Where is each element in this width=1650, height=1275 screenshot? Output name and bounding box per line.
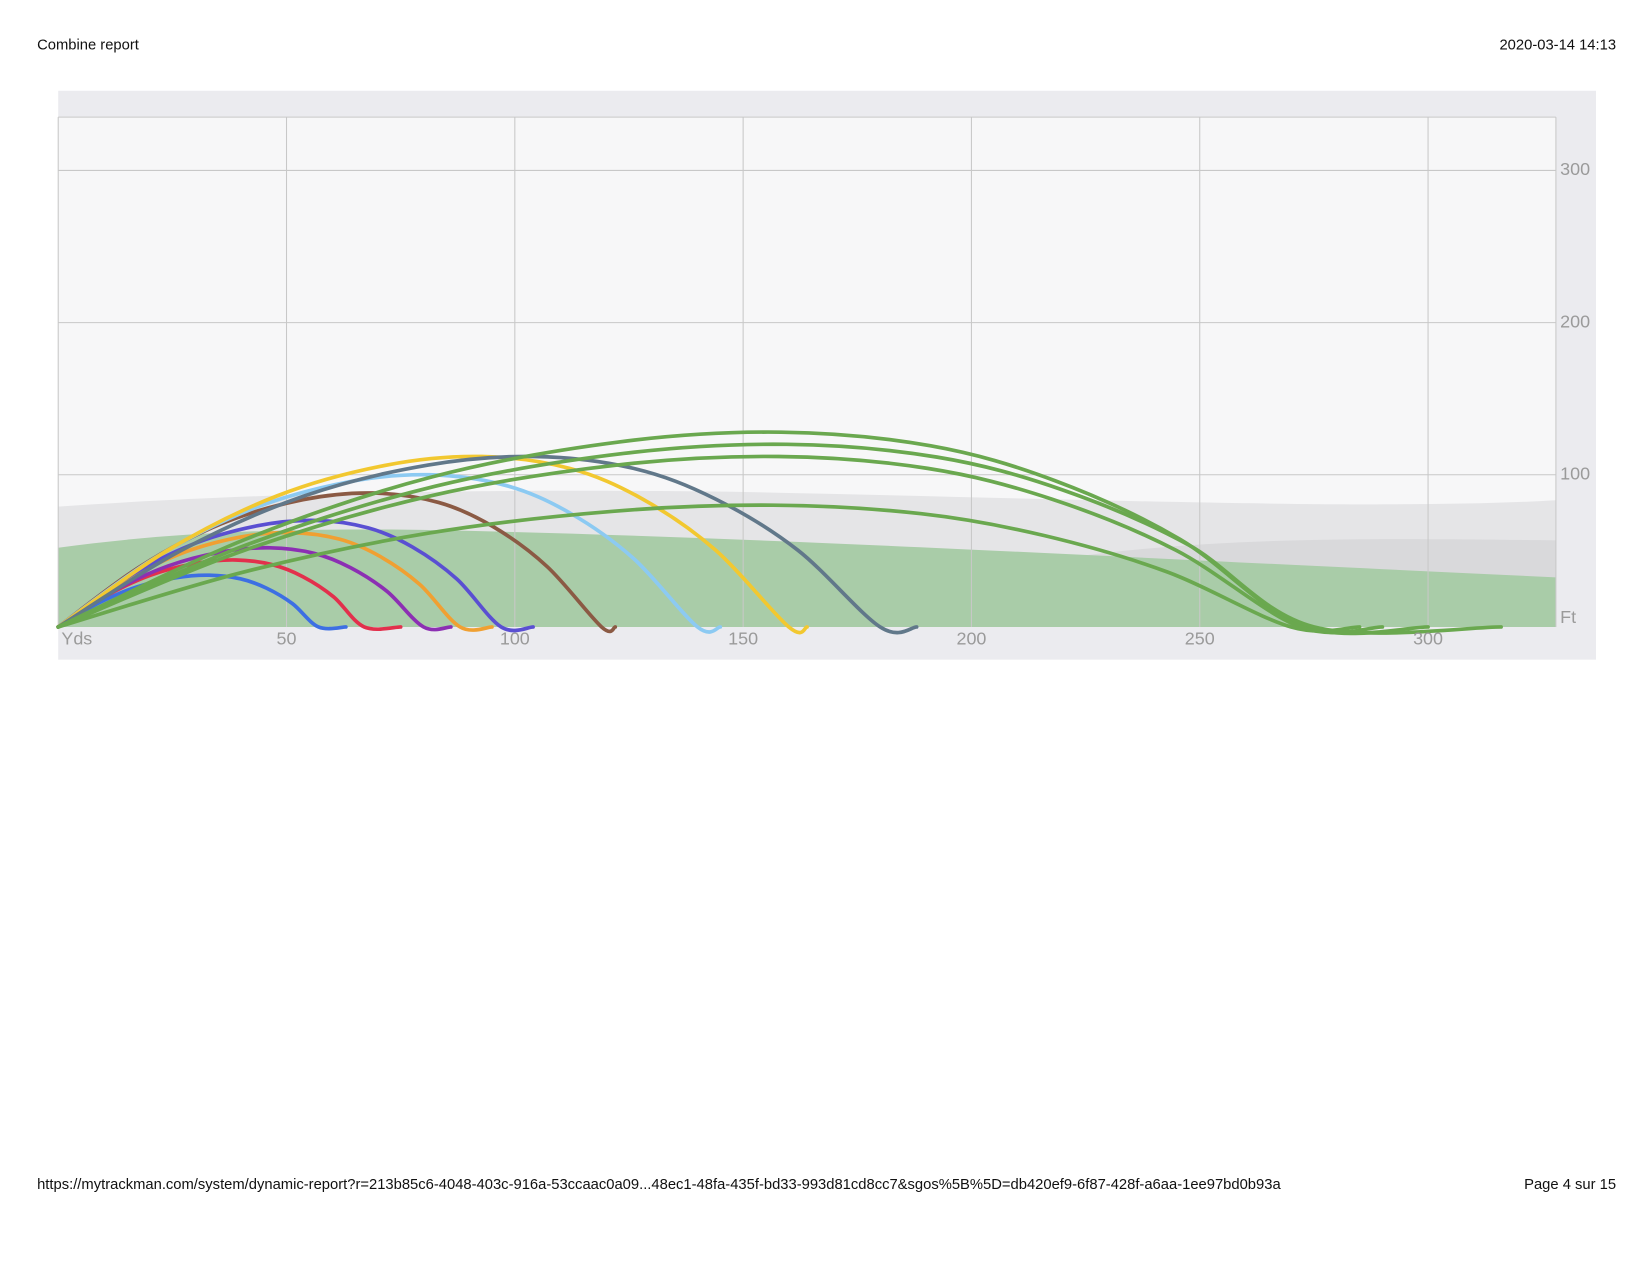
x-tick-label: 150 [728,628,758,648]
grid [58,117,1556,627]
x-tick-label: 200 [956,628,986,648]
y-axis-unit: Ft [1560,607,1576,627]
trajectory-line [56,454,919,635]
x-tick-label: 100 [500,628,530,648]
trajectory-line [56,454,1385,635]
trajectories [56,430,1503,636]
y-tick-label: 200 [1560,311,1590,331]
page-number: Page 4 sur 15 [1524,1177,1616,1193]
trajectory-line [56,442,1503,635]
x-tick-label: 50 [277,628,297,648]
x-tick-label: 300 [1413,628,1443,648]
y-tick-label: 100 [1560,464,1590,484]
report-title: Combine report [37,37,139,53]
ground-area [58,529,1556,627]
x-tick-label: 250 [1185,628,1215,648]
report-url: https://mytrackman.com/system/dynamic-re… [37,1177,1281,1193]
trajectory-line [56,530,494,632]
y-tick-label: 300 [1560,159,1590,179]
x-axis-unit: Yds [61,628,92,648]
trajectory-line [56,503,1362,633]
trajectory-line [56,545,453,632]
report-datetime: 2020-03-14 14:13 [1499,37,1616,53]
axis-labels: 50 100 150 200 250 300 100 200 300 Yds Ft [61,159,1590,648]
